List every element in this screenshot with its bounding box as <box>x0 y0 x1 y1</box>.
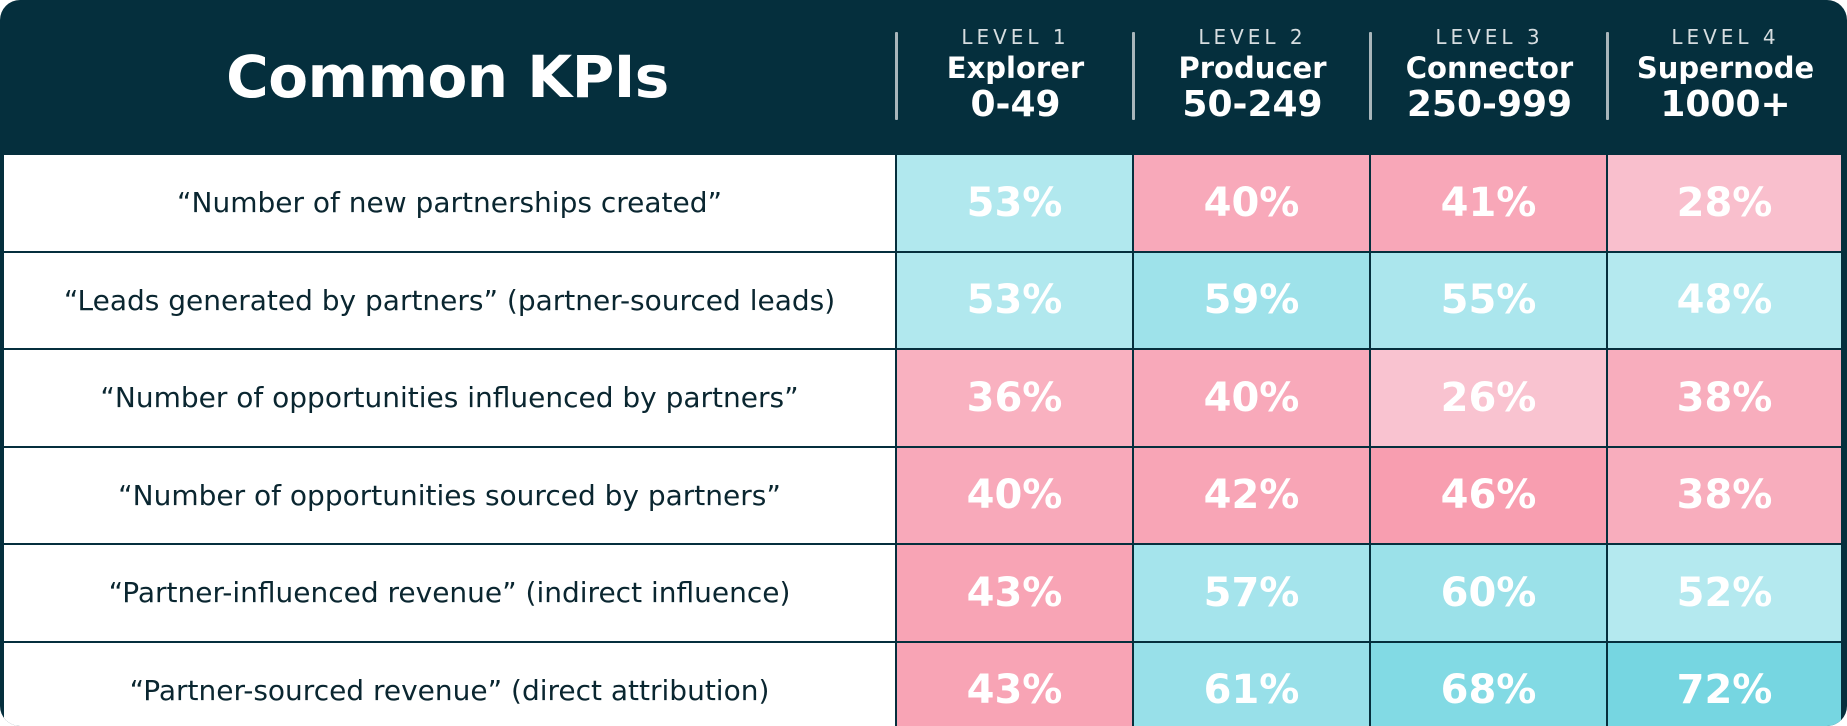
value-cell: 59% <box>1134 252 1369 348</box>
kpi-label: “Leads generated by partners” (partner-s… <box>4 252 895 348</box>
level-range: 1000+ <box>1660 84 1791 125</box>
level-range: 0-49 <box>970 84 1061 125</box>
value-cell: 68% <box>1371 642 1606 726</box>
value-cell: 61% <box>1134 642 1369 726</box>
level-header: LEVEL 1 Explorer 0-49 <box>897 20 1134 130</box>
level-range: 250-999 <box>1406 84 1573 125</box>
header-separator <box>1369 32 1372 120</box>
value-cell: 28% <box>1608 155 1841 251</box>
level-header: LEVEL 4 Supernode 1000+ <box>1608 20 1843 130</box>
value-cell: 48% <box>1608 252 1841 348</box>
header-separator <box>895 32 898 120</box>
value-cell: 53% <box>897 252 1132 348</box>
level-number: LEVEL 1 <box>961 25 1070 49</box>
level-number: LEVEL 2 <box>1198 25 1307 49</box>
level-header: LEVEL 3 Connector 250-999 <box>1371 20 1608 130</box>
level-number: LEVEL 4 <box>1671 25 1780 49</box>
value-cell: 38% <box>1608 350 1841 446</box>
kpi-label: “Number of new partnerships created” <box>4 155 895 251</box>
value-cell: 43% <box>897 545 1132 641</box>
value-cell: 72% <box>1608 642 1841 726</box>
level-number: LEVEL 3 <box>1435 25 1544 49</box>
kpi-label: “Number of opportunities influenced by p… <box>4 350 895 446</box>
value-cell: 40% <box>1134 155 1369 251</box>
value-cell: 55% <box>1371 252 1606 348</box>
level-name: Explorer <box>946 51 1085 85</box>
value-cell: 36% <box>897 350 1132 446</box>
value-cell: 53% <box>897 155 1132 251</box>
value-cell: 38% <box>1608 447 1841 543</box>
level-name: Supernode <box>1636 51 1815 85</box>
value-cell: 40% <box>897 447 1132 543</box>
value-cell: 52% <box>1608 545 1841 641</box>
value-cell: 42% <box>1134 447 1369 543</box>
level-name: Producer <box>1178 51 1327 85</box>
level-header: LEVEL 2 Producer 50-249 <box>1134 20 1371 130</box>
header-separator <box>1606 32 1609 120</box>
value-cell: 60% <box>1371 545 1606 641</box>
value-cell: 57% <box>1134 545 1369 641</box>
table-title: Common KPIs <box>226 42 669 111</box>
value-cell: 26% <box>1371 350 1606 446</box>
level-range: 50-249 <box>1182 84 1323 125</box>
value-cell: 43% <box>897 642 1132 726</box>
kpi-label: “Number of opportunities sourced by part… <box>4 447 895 543</box>
header-separator <box>1132 32 1135 120</box>
value-cell: 40% <box>1134 350 1369 446</box>
level-name: Connector <box>1405 51 1574 85</box>
kpi-label: “Partner-sourced revenue” (direct attrib… <box>4 642 895 726</box>
value-cell: 41% <box>1371 155 1606 251</box>
value-cell: 46% <box>1371 447 1606 543</box>
kpi-label: “Partner-influenced revenue” (indirect i… <box>4 545 895 641</box>
